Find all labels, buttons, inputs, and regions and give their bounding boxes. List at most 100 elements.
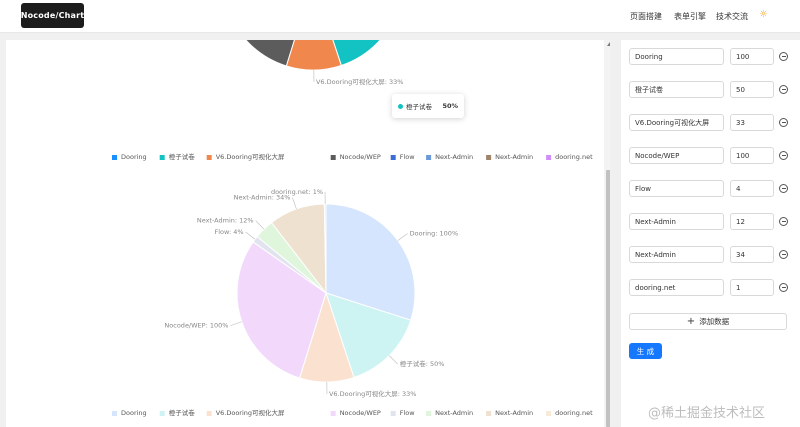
series-name-input[interactable]: Dooring: [629, 48, 724, 65]
data-row: Flow 4: [629, 180, 799, 197]
legend-marker: [390, 411, 396, 416]
legend-marker: [159, 411, 165, 416]
series-value-input[interactable]: 100: [730, 147, 774, 164]
chart-canvas: V6.Dooring可视化大屏: 33% Nocode/WEP: 100% Door…: [6, 40, 610, 427]
series-value-input[interactable]: 33: [730, 114, 774, 131]
pie2-label-line: [230, 321, 242, 326]
legend-item: Dooring: [121, 153, 147, 161]
add-data-label: 添加数据: [699, 317, 730, 326]
pie2-slice-label: Next-Admin: 34%: [234, 194, 291, 202]
pie1-slice: [332, 40, 381, 67]
legend-marker: [546, 411, 552, 416]
legend-item: dooring.net: [555, 409, 593, 417]
data-row: Dooring 100: [629, 48, 799, 65]
nav-form-engine[interactable]: 表单引擎: [674, 12, 706, 21]
legend-item: Next-Admin: [435, 153, 473, 161]
series-name-input[interactable]: Next-Admin: [629, 246, 724, 263]
legend-item: Next-Admin: [495, 409, 533, 417]
pie2-slice-label: dooring.net: 1%: [271, 188, 323, 196]
pie2-slice-label: 橙子试卷: 50%: [400, 359, 445, 368]
legend-item: Nocode/WEP: [340, 153, 381, 161]
remove-row-icon[interactable]: [779, 184, 788, 193]
legend-item: 橙子试卷: [169, 152, 196, 161]
remove-row-icon[interactable]: [779, 283, 788, 292]
pie2-label-line: [397, 233, 408, 241]
data-row: 橙子试卷 50: [629, 81, 799, 98]
remove-row-icon[interactable]: [779, 151, 788, 160]
legend-item: Flow: [400, 409, 416, 417]
legend-marker: [159, 155, 165, 160]
add-data-button[interactable]: + 添加数据: [629, 313, 787, 330]
remove-row-icon[interactable]: [779, 85, 788, 94]
pie2-label-line: [389, 355, 398, 365]
legend-marker: [390, 155, 396, 160]
pie1-slice-label: V6.Dooring可视化大屏: 33%: [316, 77, 404, 86]
pie2-slice-label: Next-Admin: 12%: [197, 217, 254, 225]
legend-marker: [330, 155, 336, 160]
legend-marker: [426, 411, 432, 416]
legend-item: V6.Dooring可视化大屏: [216, 152, 285, 161]
tooltip-value: 50%: [442, 102, 458, 110]
tooltip-name: 橙子试卷: [406, 103, 432, 111]
pie2-slice-label: V6.Dooring可视化大屏: 33%: [329, 389, 417, 398]
legend-marker: [112, 155, 117, 160]
series-name-input[interactable]: Next-Admin: [629, 213, 724, 230]
series-value-input[interactable]: 34: [730, 246, 774, 263]
remove-row-icon[interactable]: [779, 217, 788, 226]
charts-svg: V6.Dooring可视化大屏: 33% Nocode/WEP: 100% Door…: [112, 40, 593, 417]
generate-button[interactable]: 生 成: [629, 343, 662, 359]
pie2-slice-label: Flow: 4%: [214, 228, 243, 236]
data-row: Next-Admin 34: [629, 246, 799, 263]
series-name-input[interactable]: V6.Dooring可视化大屏: [629, 114, 724, 131]
legend-marker: [330, 411, 336, 416]
series-name-input[interactable]: Flow: [629, 180, 724, 197]
legend-item: Flow: [400, 153, 416, 161]
remove-row-icon[interactable]: [779, 250, 788, 259]
scroll-thumb[interactable]: [606, 170, 610, 427]
data-row: Nocode/WEP 100: [629, 147, 799, 164]
legend-item: Next-Admin: [495, 153, 533, 161]
legend-item: Nocode/WEP: [340, 409, 381, 417]
legend-marker: [206, 155, 212, 160]
app-logo[interactable]: Nocode/Chart: [21, 3, 84, 28]
series-name-input[interactable]: Nocode/WEP: [629, 147, 724, 164]
sun-icon[interactable]: ☼: [759, 9, 768, 20]
remove-row-icon[interactable]: [779, 118, 788, 127]
legend-item: 橙子试卷: [169, 408, 196, 417]
pie2-label-line: [255, 220, 265, 230]
series-value-input[interactable]: 12: [730, 213, 774, 230]
series-name-input[interactable]: 橙子试卷: [629, 81, 724, 98]
nav-page-builder[interactable]: 页面搭建: [630, 12, 662, 21]
pie2-label-line: [245, 231, 256, 240]
pie2-slice: [323, 203, 327, 294]
legend-marker: [486, 155, 492, 160]
series-name-input[interactable]: dooring.net: [629, 279, 724, 296]
scroll-up-icon[interactable]: [607, 42, 610, 46]
pie2-slice-label: Dooring: 100%: [410, 229, 459, 237]
data-row: dooring.net 1: [629, 279, 799, 296]
plus-icon: +: [686, 315, 696, 327]
top-bar: Nocode/Chart 页面搭建 表单引擎 技术交流 ☼: [0, 0, 800, 33]
data-row: Next-Admin 12: [629, 213, 799, 230]
series-value-input[interactable]: 4: [730, 180, 774, 197]
data-row: V6.Dooring可视化大屏 33: [629, 114, 799, 131]
remove-row-icon[interactable]: [779, 52, 788, 61]
pie2-label-line: [292, 197, 297, 210]
legend-marker: [206, 411, 212, 416]
legend-item: dooring.net: [555, 153, 593, 161]
series-value-input[interactable]: 50: [730, 81, 774, 98]
series-value-input[interactable]: 1: [730, 279, 774, 296]
data-editor-panel: Dooring 100 橙子试卷 50 V6.Dooring可视化大屏 33 Nocode/…: [621, 40, 800, 427]
legend-item: Next-Admin: [435, 409, 473, 417]
nav-tech-exchange[interactable]: 技术交流: [716, 12, 748, 21]
tooltip-marker: [398, 103, 403, 109]
chart-tooltip: 橙子试卷 50%: [392, 94, 464, 118]
legend-item: Dooring: [121, 409, 147, 417]
pie1-slice: [285, 40, 342, 71]
canvas-scrollbar[interactable]: [604, 40, 610, 427]
legend-marker: [486, 411, 492, 416]
series-value-input[interactable]: 100: [730, 48, 774, 65]
legend-marker: [546, 155, 552, 160]
legend-marker: [112, 411, 117, 416]
legend-item: V6.Dooring可视化大屏: [216, 408, 285, 417]
